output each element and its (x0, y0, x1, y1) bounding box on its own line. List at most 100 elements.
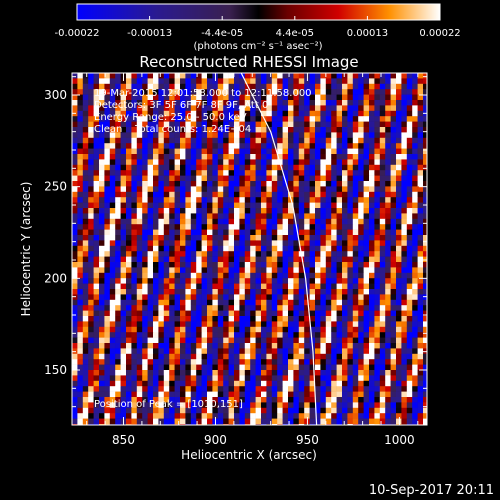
heatmap-cell (93, 386, 100, 392)
heatmap-cell (228, 397, 235, 403)
heatmap-cell (298, 224, 305, 230)
heatmap-cell (320, 105, 327, 112)
heatmap-cell (385, 181, 391, 187)
heatmap-cell (158, 78, 165, 85)
heatmap-cell (217, 235, 224, 241)
heatmap-cell (315, 191, 321, 198)
heatmap-cell (244, 159, 251, 166)
heatmap-cell (352, 289, 359, 295)
heatmap-cell (288, 132, 294, 139)
heatmap-cell (385, 316, 391, 322)
heatmap-cell (369, 132, 375, 139)
heatmap-cell (104, 181, 111, 187)
heatmap-cell (180, 348, 186, 355)
heatmap-cell (109, 159, 116, 166)
heatmap-cell (207, 256, 213, 263)
heatmap-cell (417, 164, 424, 171)
heatmap-cell (298, 110, 305, 117)
heatmap-cell (207, 359, 213, 365)
heatmap-cell (234, 137, 240, 144)
heatmap-cell (217, 359, 224, 365)
heatmap-cell (390, 251, 397, 257)
heatmap-cell (342, 289, 348, 295)
heatmap-cell (82, 386, 89, 392)
heatmap-cell (255, 218, 262, 225)
heatmap-cell (72, 148, 78, 155)
heatmap-cell (120, 224, 127, 230)
heatmap-cell (363, 116, 370, 122)
heatmap-cell (369, 316, 375, 322)
heatmap-cell (244, 100, 251, 106)
heatmap-cell (412, 343, 418, 349)
heatmap-cell (120, 391, 127, 398)
heatmap-cell (180, 154, 186, 160)
heatmap-cell (374, 391, 381, 398)
heatmap-cell (207, 148, 213, 155)
heatmap-cell (325, 218, 332, 225)
heatmap-cell (320, 348, 327, 355)
heatmap-cell (390, 326, 397, 333)
heatmap-cell (325, 272, 332, 279)
heatmap-cell (239, 337, 246, 344)
heatmap-cell (88, 116, 94, 122)
heatmap-cell (120, 256, 127, 263)
heatmap-cell (250, 137, 256, 144)
heatmap-cell (282, 127, 289, 133)
heatmap-cell (396, 110, 402, 117)
heatmap-cell (185, 391, 192, 398)
heatmap-cell (374, 299, 381, 306)
heatmap-cell (190, 73, 197, 79)
heatmap-cell (347, 305, 354, 311)
heatmap-cell (201, 305, 208, 311)
heatmap-cell (293, 326, 300, 333)
heatmap-cell (180, 332, 186, 338)
heatmap-cell (325, 127, 332, 133)
heatmap-cell (207, 305, 213, 311)
heatmap-cell (131, 127, 138, 133)
heatmap-cell (109, 73, 116, 79)
heatmap-cell (320, 359, 327, 365)
heatmap-cell (239, 89, 246, 95)
heatmap-cell (120, 175, 127, 182)
heatmap-cell (120, 213, 127, 220)
heatmap-cell (363, 100, 370, 106)
heatmap-cell (396, 316, 402, 322)
heatmap-cell (153, 164, 159, 171)
heatmap-cell (207, 294, 213, 301)
heatmap-cell (325, 208, 332, 214)
heatmap-cell (412, 407, 418, 414)
heatmap-cell (185, 73, 192, 79)
heatmap-cell (352, 359, 359, 365)
heatmap-cell (77, 148, 84, 155)
heatmap-cell (255, 348, 262, 355)
heatmap-cell (309, 148, 316, 155)
heatmap-cell (288, 240, 294, 247)
heatmap-cell (282, 191, 289, 198)
heatmap-cell (180, 121, 186, 128)
heatmap-cell (336, 202, 343, 209)
heatmap-cell (109, 305, 116, 311)
heatmap-cell (185, 364, 192, 371)
heatmap-cell (120, 267, 127, 274)
heatmap-cell (126, 256, 132, 263)
heatmap-cell (217, 353, 224, 360)
heatmap-cell (180, 105, 186, 112)
heatmap-cell (136, 364, 143, 371)
heatmap-cell (315, 121, 321, 128)
heatmap-cell (115, 272, 121, 279)
heatmap-cell (126, 202, 132, 209)
heatmap-cell (185, 137, 192, 144)
heatmap-cell (136, 353, 143, 360)
heatmap-cell (212, 278, 219, 284)
heatmap-cell (212, 218, 219, 225)
heatmap-cell (298, 154, 305, 160)
heatmap-cell (342, 380, 348, 387)
heatmap-cell (115, 191, 121, 198)
heatmap-cell (99, 100, 105, 106)
heatmap-cell (234, 359, 240, 365)
colorbar (76, 3, 441, 21)
heatmap-cell (72, 159, 78, 166)
heatmap-cell (396, 386, 402, 392)
heatmap-cell (82, 413, 89, 419)
heatmap-cell (309, 272, 316, 279)
